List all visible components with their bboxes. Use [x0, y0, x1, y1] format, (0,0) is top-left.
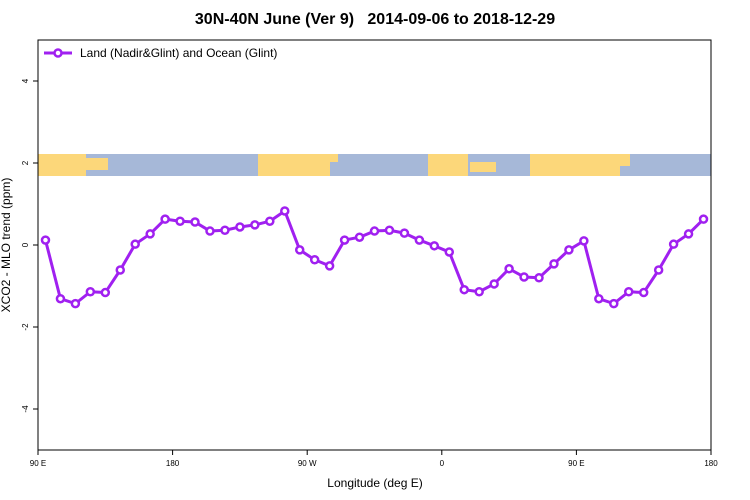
x-axis-label: Longitude (deg E) [327, 476, 422, 490]
data-point [399, 228, 410, 238]
data-point [190, 217, 200, 227]
legend-marker [53, 48, 63, 58]
data-point [549, 259, 559, 269]
legend-text: Land (Nadir&Glint) and Ocean (Glint) [80, 46, 277, 60]
x-tick-label: 180 [166, 459, 180, 468]
data-point [220, 225, 230, 235]
data-point [115, 265, 126, 275]
data-point [474, 286, 484, 297]
data-point [130, 239, 140, 249]
data-point [235, 222, 245, 232]
data-point [160, 214, 170, 224]
y-tick-label: 2 [21, 160, 30, 165]
data-point [683, 229, 694, 239]
data-point [638, 287, 649, 298]
data-point [384, 225, 395, 235]
data-point [623, 286, 634, 297]
data-point [429, 241, 440, 251]
data-point [698, 214, 709, 224]
data-point [40, 235, 51, 245]
data-point [444, 247, 455, 257]
data-point [519, 272, 529, 282]
data-point [354, 232, 365, 242]
data-point [250, 220, 260, 230]
data-point [504, 264, 514, 274]
data-point [55, 293, 66, 304]
data-point [579, 236, 589, 246]
data-point [609, 298, 619, 309]
y-tick-label: -2 [21, 323, 30, 331]
map-strip [38, 154, 711, 176]
y-tick-label: 0 [21, 242, 30, 247]
data-point [294, 245, 305, 255]
data-point [668, 239, 679, 249]
x-tick-label: 90 E [568, 459, 584, 468]
data-point [85, 286, 96, 297]
data-point [280, 206, 290, 216]
y-tick-label: 4 [21, 78, 30, 83]
series-line [44, 209, 705, 306]
chart-title: 30N-40N June (Ver 9) 2014-09-06 to 2018-… [195, 11, 555, 28]
x-tick-label: 0 [440, 459, 445, 468]
y-tick-label: -4 [21, 405, 30, 413]
data-point [594, 293, 604, 304]
data-point [145, 229, 155, 239]
data-point [309, 255, 320, 265]
data-point [653, 265, 664, 275]
data-point [459, 284, 469, 295]
data-point [265, 216, 275, 226]
data-point [175, 216, 185, 226]
data-point [534, 273, 544, 283]
data-point [70, 298, 81, 309]
x-tick-label: 180 [704, 459, 718, 468]
x-tick-label: 90 W [298, 459, 317, 468]
data-point [339, 235, 350, 245]
data-point [369, 226, 380, 236]
data-point [489, 279, 499, 289]
x-tick-label: 90 E [30, 459, 46, 468]
data-point [564, 245, 574, 255]
data-point [414, 235, 425, 245]
y-axis-label: XCO2 - MLO trend (ppm) [0, 178, 13, 313]
data-point [205, 226, 215, 236]
data-point [324, 261, 335, 271]
data-point [100, 287, 111, 298]
